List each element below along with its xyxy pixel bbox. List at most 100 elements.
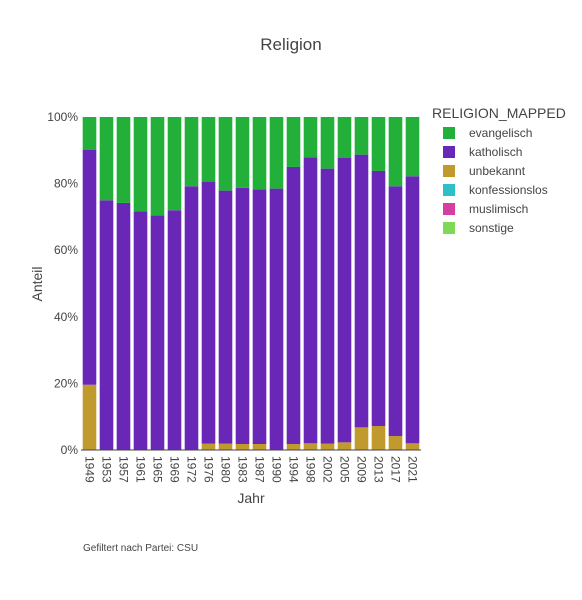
bar-segment-unbekannt-1994[interactable] — [286, 444, 301, 450]
x-tick-label: 2017 — [389, 456, 403, 483]
x-tick-label: 2002 — [321, 456, 335, 483]
legend-label: muslimisch — [469, 202, 528, 216]
bar-segment-unbekannt-1983[interactable] — [235, 444, 250, 450]
y-tick-label: 0% — [61, 443, 79, 457]
bar-segment-evangelisch-1972[interactable] — [184, 117, 199, 187]
bar-segment-unbekannt-1998[interactable] — [303, 443, 318, 450]
bar-segment-evangelisch-1994[interactable] — [286, 117, 301, 167]
bar-segment-katholisch-2005[interactable] — [337, 157, 352, 443]
x-tick-label: 1976 — [202, 456, 216, 483]
bar-segment-evangelisch-2009[interactable] — [354, 117, 369, 155]
bar-segment-katholisch-2002[interactable] — [320, 168, 335, 444]
x-tick-label: 1983 — [236, 456, 250, 483]
y-axis-title: Anteil — [29, 266, 45, 301]
bars-group — [82, 117, 420, 450]
x-axis-title: Jahr — [237, 490, 265, 506]
bar-segment-evangelisch-1965[interactable] — [150, 117, 165, 216]
legend-swatch — [443, 184, 455, 196]
bar-segment-katholisch-2021[interactable] — [405, 176, 420, 444]
legend-item-konfessionslos[interactable]: konfessionslos — [443, 183, 548, 197]
legend-title: RELIGION_MAPPED — [432, 105, 566, 121]
y-axis-ticks: 0% 20% 40% 60% 80% 100% — [47, 110, 78, 457]
x-tick-label: 1957 — [117, 456, 131, 483]
x-tick-label: 1998 — [304, 456, 318, 483]
bar-segment-evangelisch-1998[interactable] — [303, 117, 318, 158]
bar-segment-katholisch-1990[interactable] — [269, 188, 284, 450]
bar-segment-evangelisch-1949[interactable] — [82, 117, 97, 150]
bar-segment-unbekannt-2009[interactable] — [354, 427, 369, 450]
bar-segment-katholisch-1976[interactable] — [201, 181, 216, 444]
bar-segment-unbekannt-2021[interactable] — [405, 443, 420, 450]
bar-segment-evangelisch-1987[interactable] — [252, 117, 267, 190]
legend-label: evangelisch — [469, 126, 532, 140]
bar-segment-katholisch-1994[interactable] — [286, 166, 301, 445]
bar-segment-katholisch-2017[interactable] — [388, 186, 403, 437]
bar-segment-katholisch-1980[interactable] — [218, 190, 233, 444]
legend-item-evangelisch[interactable]: evangelisch — [443, 126, 532, 140]
bar-segment-katholisch-1961[interactable] — [133, 211, 148, 450]
bar-segment-evangelisch-1980[interactable] — [218, 117, 233, 191]
y-tick-label: 20% — [54, 376, 78, 390]
bar-segment-katholisch-1953[interactable] — [99, 200, 114, 450]
x-tick-label: 1953 — [100, 456, 114, 483]
bar-segment-katholisch-1949[interactable] — [82, 149, 97, 385]
bar-segment-evangelisch-1961[interactable] — [133, 117, 148, 212]
x-tick-label: 1987 — [253, 456, 267, 483]
bar-segment-evangelisch-2002[interactable] — [320, 117, 335, 169]
bar-segment-katholisch-2013[interactable] — [371, 170, 386, 427]
bar-segment-evangelisch-2021[interactable] — [405, 117, 420, 177]
y-tick-label: 80% — [54, 177, 78, 191]
bar-segment-unbekannt-2013[interactable] — [371, 426, 386, 450]
x-tick-label: 2005 — [338, 456, 352, 483]
bar-segment-evangelisch-1976[interactable] — [201, 117, 216, 182]
x-tick-label: 2009 — [355, 456, 369, 483]
bar-segment-katholisch-2009[interactable] — [354, 154, 369, 428]
bar-segment-evangelisch-2017[interactable] — [388, 117, 403, 187]
legend-item-muslimisch[interactable]: muslimisch — [443, 202, 528, 216]
bar-segment-evangelisch-1969[interactable] — [167, 117, 182, 211]
x-tick-label: 1980 — [219, 456, 233, 483]
bar-segment-katholisch-1972[interactable] — [184, 186, 199, 450]
bar-segment-katholisch-1983[interactable] — [235, 187, 250, 445]
bar-segment-katholisch-1987[interactable] — [252, 189, 267, 444]
legend-label: unbekannt — [469, 164, 526, 178]
x-tick-label: 1990 — [270, 456, 284, 483]
bar-segment-evangelisch-1957[interactable] — [116, 117, 131, 203]
bar-segment-katholisch-1969[interactable] — [167, 210, 182, 450]
legend-swatch — [443, 165, 455, 177]
bar-segment-unbekannt-2002[interactable] — [320, 443, 335, 450]
x-tick-label: 2021 — [406, 456, 420, 483]
legend-swatch — [443, 203, 455, 215]
bar-segment-unbekannt-1976[interactable] — [201, 443, 216, 450]
legend-swatch — [443, 146, 455, 158]
bar-segment-katholisch-1998[interactable] — [303, 157, 318, 444]
bar-segment-evangelisch-1953[interactable] — [99, 117, 114, 201]
bar-segment-evangelisch-2013[interactable] — [371, 117, 386, 171]
x-tick-label: 1961 — [134, 456, 148, 483]
legend-item-unbekannt[interactable]: unbekannt — [443, 164, 526, 178]
legend-label: sonstige — [469, 221, 514, 235]
bar-segment-unbekannt-2005[interactable] — [337, 442, 352, 450]
x-axis-ticks: 1949 1953 1957 1961 1965 1969 1972 1976 1980 1983… — [83, 456, 420, 483]
bar-segment-katholisch-1957[interactable] — [116, 202, 131, 450]
bar-segment-unbekannt-1980[interactable] — [218, 443, 233, 450]
x-tick-label: 2013 — [372, 456, 386, 483]
x-tick-label: 1994 — [287, 456, 301, 483]
x-tick-label: 1969 — [168, 456, 182, 483]
bar-segment-evangelisch-1990[interactable] — [269, 117, 284, 189]
bar-segment-evangelisch-1983[interactable] — [235, 117, 250, 188]
bar-segment-katholisch-1965[interactable] — [150, 215, 165, 450]
bar-segment-unbekannt-1949[interactable] — [82, 384, 97, 450]
bar-segment-evangelisch-2005[interactable] — [337, 117, 352, 158]
x-tick-label: 1949 — [83, 456, 97, 483]
x-tick-label: 1965 — [151, 456, 165, 483]
legend-item-sonstige[interactable]: sonstige — [443, 221, 514, 235]
legend-item-katholisch[interactable]: katholisch — [443, 145, 522, 159]
y-tick-label: 60% — [54, 243, 78, 257]
bar-segment-unbekannt-1987[interactable] — [252, 444, 267, 450]
legend[interactable]: evangelisch katholisch unbekannt konfession… — [443, 126, 548, 235]
bar-segment-unbekannt-2017[interactable] — [388, 436, 403, 450]
legend-swatch — [443, 127, 455, 139]
